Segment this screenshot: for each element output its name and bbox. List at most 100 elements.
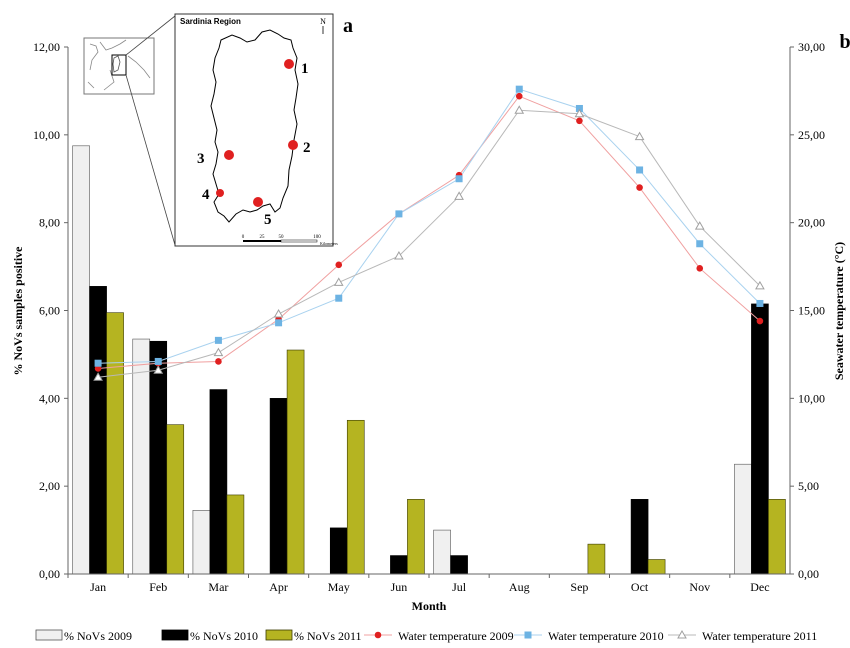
point-water-temperature-2011-dec [755,280,765,290]
point-water-temperature-2010-apr [275,319,283,327]
point-water-temperature-2010-sep [575,104,583,112]
right-tick-label: 25,00 [798,128,825,142]
point-water-temperature-2010-mar [214,336,222,344]
site-marker-3 [224,150,234,160]
bar--novs-2010-mar [209,389,228,575]
left-axis-title: % NoVs samples positive [11,246,25,376]
point-water-temperature-2010-oct [636,166,644,174]
bar--novs-2011-may [346,419,365,575]
legend-swatch--novs-2010 [161,629,189,641]
bar--novs-2010-feb [149,340,168,575]
point-water-temperature-2009-nov [696,265,704,272]
overview-sardinia [112,55,121,73]
point-water-temperature-2010-feb [154,357,162,365]
left-axis: 0,00 2,00 4,00 6,00 8,00 10,00 12,00 [33,40,68,581]
legend-label-water-temperature-2011: Water temperature 2011 [702,629,817,643]
point-water-temperature-2009-aug [515,92,523,100]
left-tick-label: 8,00 [39,216,60,230]
sardinia-outline [210,29,299,223]
x-tick-label: Dec [750,580,769,594]
point-water-temperature-2009-dec [756,317,764,325]
x-axis: Jan Feb Mar Apr May Jun Jul Aug Sep Oct Nov Dec [67,574,770,594]
site-label-1: 1 [301,61,309,77]
line-water-temperature-2009 [98,95,761,369]
line-water-temperature-2010 [98,88,761,364]
bar--novs-2010-oct [630,499,649,575]
legend-marker-water-temperature-2011 [677,629,687,639]
site-marker-4 [216,189,224,197]
legend-marker-water-temperature-2009 [374,631,382,639]
bar--novs-2011-jan [106,312,124,575]
left-tick-label: 12,00 [33,40,60,54]
bar--novs-2011-mar [226,494,245,575]
x-tick-label: Jun [391,580,408,594]
x-tick-label: Apr [269,580,288,594]
point-water-temperature-2010-dec [756,299,764,307]
point-water-temperature-2011-oct [634,131,645,141]
bar--novs-2011-jun [407,499,425,575]
bar--novs-2010-apr [269,398,288,575]
x-tick-label: Jan [90,580,106,594]
point-water-temperature-2010-jan [94,359,102,367]
right-tick-label: 20,00 [798,216,825,230]
line-series-group [93,85,765,381]
point-water-temperature-2010-may [335,294,343,302]
zoom-line-bottom [125,74,176,246]
point-water-temperature-2010-nov [696,240,704,248]
x-tick-label: May [328,580,350,594]
bar--novs-2011-feb [166,424,185,575]
point-water-temperature-2010-aug [515,85,523,93]
legend-label-water-temperature-2009: Water temperature 2009 [398,629,514,643]
legend-swatch--novs-2011 [265,629,293,641]
point-water-temperature-2010-jul [455,175,463,183]
x-tick-label: Sep [570,580,588,594]
bar--novs-2009-mar [192,510,211,575]
left-tick-label: 10,00 [33,128,60,142]
bar--novs-2009-feb [132,338,151,575]
bar--novs-2010-may [329,527,348,575]
left-tick-label: 4,00 [39,391,60,405]
point-water-temperature-2011-mar [213,347,224,357]
bar--novs-2009-jul [433,529,451,575]
site-marker-5 [253,197,263,207]
site-label-4: 4 [202,187,210,203]
north-arrow-icon: N [320,17,326,26]
right-tick-label: 5,00 [798,479,819,493]
point-water-temperature-2011-sep [574,108,585,118]
point-water-temperature-2009-mar [215,358,222,365]
point-water-temperature-2011-may [333,277,344,286]
panel-label-b: b [839,31,850,53]
point-water-temperature-2009-oct [636,184,643,191]
right-axis-title: Seawater temperature (°C) [832,242,846,380]
right-tick-label: 15,00 [798,304,825,318]
bar--novs-2010-jan [89,286,107,575]
x-tick-label: Nov [689,580,710,594]
scale-label-0: 0 [242,235,245,240]
point-water-temperature-2011-feb [153,365,164,374]
left-tick-label: 0,00 [39,567,60,581]
x-tick-label: Aug [509,580,530,594]
legend-label--novs-2011: % NoVs 2011 [294,629,362,643]
point-water-temperature-2011-jul [454,191,464,200]
zoom-line-top [125,15,176,56]
point-water-temperature-2010-jun [395,210,403,218]
legend-label--novs-2009: % NoVs 2009 [64,629,132,643]
x-axis-title: Month [412,599,447,613]
legend-label-water-temperature-2010: Water temperature 2010 [548,629,664,643]
panel-label-a: a [343,15,353,37]
x-tick-label: Mar [208,580,228,594]
site-label-3: 3 [197,151,205,167]
bar--novs-2011-dec [768,499,786,575]
bar--novs-2009-dec [734,463,752,575]
site-label-5: 5 [264,212,272,228]
point-water-temperature-2011-jun [394,251,404,260]
site-marker-2 [288,140,298,150]
right-tick-label: 0,00 [798,567,819,581]
point-water-temperature-2011-jan [93,372,103,381]
x-tick-label: Jul [452,580,467,594]
bar--novs-2011-apr [286,349,305,575]
legend: % NoVs 2009 % NoVs 2010 % NoVs 2011 Water t… [35,629,817,643]
bar--novs-2010-dec [751,303,769,575]
overview-highlight-box [111,54,127,76]
